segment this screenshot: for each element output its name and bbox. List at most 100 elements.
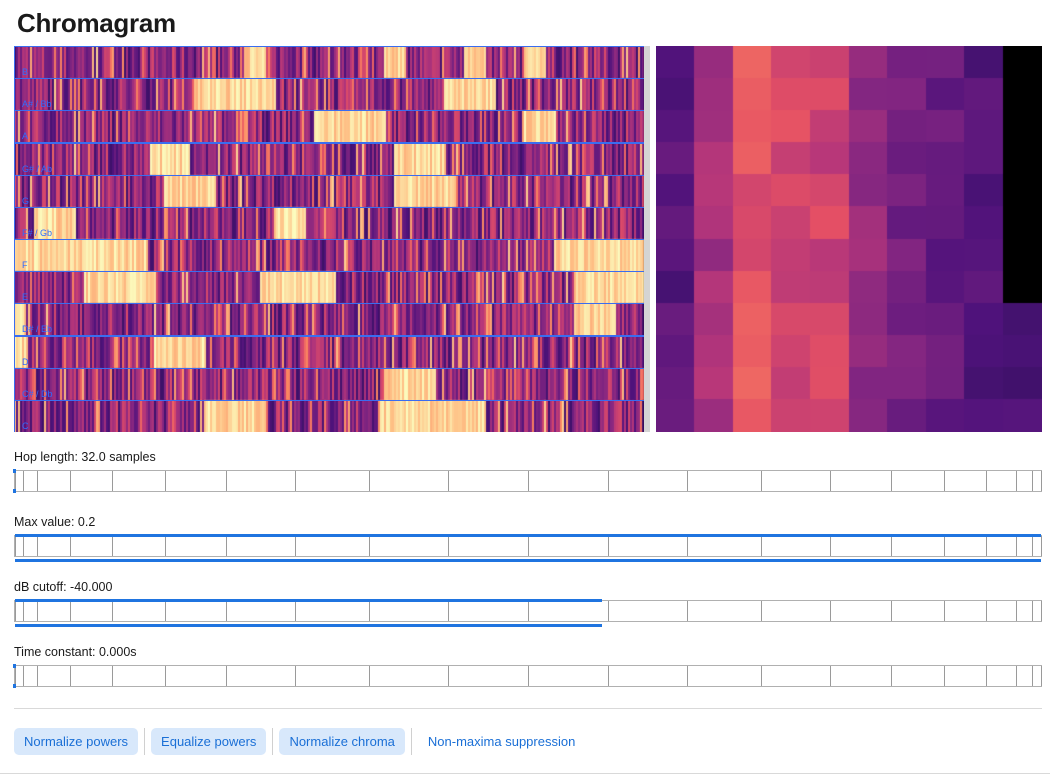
pitch-band: C# / Db [14,368,644,401]
slider-handle[interactable] [13,469,16,473]
slider-tick [226,471,227,491]
pitch-label: F# / Gb [22,228,53,238]
slider-tick [830,536,831,556]
time-constant-label: Time constant: 0.000s [14,645,137,659]
pitch-band: G [14,175,644,208]
slider-tick [112,536,113,556]
slider-fill [15,599,602,627]
slider-tick [1032,536,1033,556]
slider-tick [295,601,296,621]
slider-tick [761,471,762,491]
pitch-band: G# / Ab [14,143,644,176]
slider-tick [165,471,166,491]
slider-tick [687,536,688,556]
slider-tick [448,536,449,556]
slider-tick [528,666,529,686]
chroma-summary-view [656,46,1042,432]
pitch-label: E [22,292,29,302]
slider-tick [369,666,370,686]
slider-tick [1016,666,1017,686]
pitch-band-grid: B A# / Bb A G# / Ab G F# / Gb F E D# / E… [14,46,644,432]
slider-tick [528,601,529,621]
pitch-band: F [14,239,644,272]
slider-tick [70,536,71,556]
slider-tick [1041,536,1042,556]
normalize-chroma-button[interactable]: Normalize chroma [279,727,405,755]
slider-ticks [15,471,1042,491]
slider-handle[interactable] [13,684,16,688]
slider-tick [226,536,227,556]
slider-tick [608,601,609,621]
slider-tick [165,666,166,686]
slider-tick [295,471,296,491]
pitch-band: C [14,400,644,432]
slider-tick [830,601,831,621]
slider-handle[interactable] [13,664,16,668]
db-cutoff-label: dB cutoff: -40.000 [14,580,113,594]
controls-divider [14,708,1042,709]
slider-tick [608,471,609,491]
slider-tick [23,666,24,686]
slider-tick [15,536,16,556]
slider-tick [112,601,113,621]
slider-tick [112,471,113,491]
equalize-powers-button[interactable]: Equalize powers [151,727,267,755]
slider-tick [944,601,945,621]
slider-tick [761,536,762,556]
slider-tick [448,601,449,621]
slider-ticks [15,666,1042,686]
slider-tick [986,471,987,491]
slider-tick [1041,471,1042,491]
hop-length-label: Hop length: 32.0 samples [14,450,156,464]
slider-tick [986,536,987,556]
slider-ticks [15,601,1042,621]
slider-handle[interactable] [13,489,16,493]
pitch-band: E [14,271,644,304]
slider-tick [23,536,24,556]
slider-tick [1041,601,1042,621]
time-constant-slider[interactable] [13,664,1042,688]
chromagram-edge [644,46,650,432]
slider-tick [944,536,945,556]
max-value-slider[interactable] [14,534,1042,562]
slider-tick [448,471,449,491]
normalize-powers-button[interactable]: Normalize powers [14,727,139,755]
non-maxima-suppression-button[interactable]: Non-maxima suppression [427,733,576,749]
slider-tick [448,666,449,686]
slider-tick [891,601,892,621]
slider-tick [1016,471,1017,491]
slider-tick [761,601,762,621]
slider-tick [112,666,113,686]
slider-tick [37,666,38,686]
pitch-band: D [14,336,644,369]
db-cutoff-slider[interactable] [14,599,1042,627]
slider-tick [37,471,38,491]
hop-length-slider[interactable] [13,469,1042,493]
toolbar-separator [272,727,274,755]
slider-tick [891,536,892,556]
pitch-label: A# / Bb [22,99,52,109]
slider-tick [165,601,166,621]
slider-tick [1016,536,1017,556]
chromagram-view[interactable]: B A# / Bb A G# / Ab G F# / Gb F E D# / E… [14,46,650,432]
slider-tick [23,601,24,621]
slider-tick [986,666,987,686]
slider-tick [761,666,762,686]
slider-tick [1016,601,1017,621]
slider-tick [70,666,71,686]
pitch-label: G# / Ab [22,164,53,174]
slider-tick [37,601,38,621]
pitch-band: F# / Gb [14,207,644,240]
pitch-label: C# / Db [22,389,53,399]
slider-tick [369,471,370,491]
slider-tick [891,666,892,686]
slider-tick [1032,666,1033,686]
slider-tick [528,536,529,556]
pitch-band: A# / Bb [14,78,644,111]
toolbar: Normalize powers Equalize powers Normali… [14,727,585,755]
slider-tick [830,666,831,686]
slider-tick [687,471,688,491]
slider-tick [165,536,166,556]
slider-tick [986,601,987,621]
toolbar-separator [144,727,146,755]
